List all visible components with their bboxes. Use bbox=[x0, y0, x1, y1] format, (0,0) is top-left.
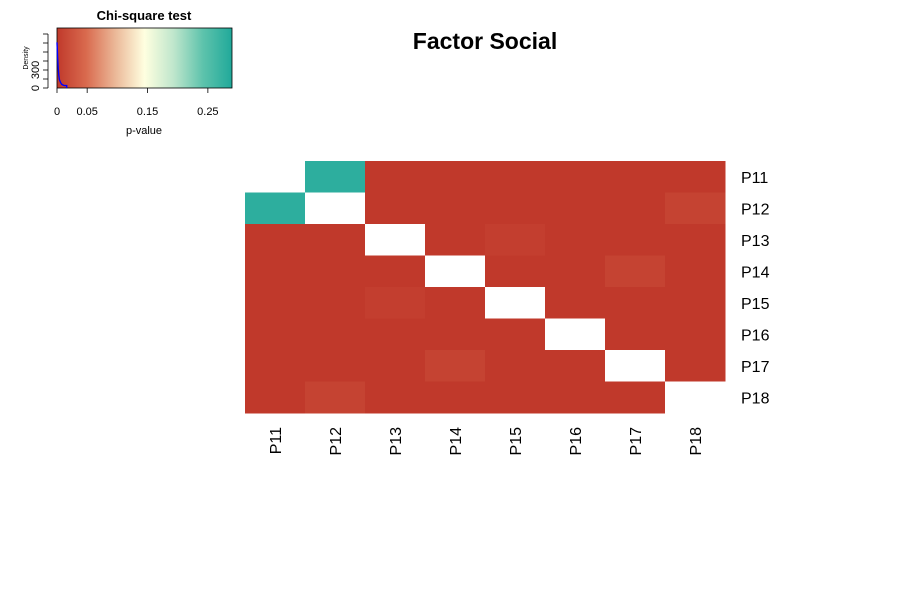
heatmap-cell-P16-P12 bbox=[305, 318, 366, 351]
heatmap bbox=[245, 161, 726, 414]
heatmap-cell-P15-P18 bbox=[665, 287, 726, 319]
heatmap-cell-P18-P18 bbox=[665, 381, 726, 414]
heatmap-cell-P18-P13 bbox=[365, 381, 426, 414]
heatmap-cell-P18-P16 bbox=[545, 381, 606, 414]
color-key-y-axis: 0 300 bbox=[30, 33, 49, 91]
column-label-P12: P12 bbox=[328, 427, 345, 456]
heatmap-cell-P18-P14 bbox=[425, 381, 486, 414]
color-key: Chi-square test 0 0.05 0.15 0.25 0 300 p-val… bbox=[23, 8, 233, 137]
x-tick-label: 0.15 bbox=[137, 106, 158, 118]
heatmap-cell-P14-P13 bbox=[365, 255, 426, 288]
row-label-P17: P17 bbox=[741, 359, 770, 376]
heatmap-cell-P15-P14 bbox=[425, 287, 486, 319]
heatmap-cell-P14-P17 bbox=[605, 255, 666, 288]
heatmap-cell-P15-P11 bbox=[245, 287, 306, 319]
heatmap-cell-P12-P17 bbox=[605, 192, 666, 225]
column-label-P16: P16 bbox=[568, 427, 585, 456]
color-key-title: Chi-square test bbox=[97, 8, 192, 23]
heatmap-cell-P16-P18 bbox=[665, 318, 726, 351]
column-label-P15: P15 bbox=[508, 427, 525, 456]
heatmap-cell-P14-P15 bbox=[485, 255, 546, 288]
row-label-P18: P18 bbox=[741, 390, 770, 407]
heatmap-cell-P12-P12 bbox=[305, 192, 366, 225]
heatmap-cell-P13-P16 bbox=[545, 224, 606, 256]
chart-title: Factor Social bbox=[413, 28, 557, 54]
heatmap-cell-P15-P13 bbox=[365, 287, 426, 319]
heatmap-cell-P17-P11 bbox=[245, 350, 306, 382]
heatmap-cell-P17-P14 bbox=[425, 350, 486, 382]
heatmap-cell-P11-P18 bbox=[665, 161, 726, 193]
row-labels: P11 P12 P13 P14 P15 P16 P17 P18 bbox=[741, 170, 770, 408]
row-label-P13: P13 bbox=[741, 233, 770, 250]
column-label-P14: P14 bbox=[448, 427, 465, 456]
color-key-x-axis: 0 0.05 0.15 0.25 bbox=[54, 88, 219, 118]
heatmap-cell-P11-P13 bbox=[365, 161, 426, 193]
heatmap-cell-P15-P15 bbox=[485, 287, 546, 319]
color-key-y-label: Density bbox=[23, 46, 30, 70]
row-label-P16: P16 bbox=[741, 327, 770, 344]
x-tick-label: 0.05 bbox=[76, 106, 97, 118]
heatmap-cell-P12-P16 bbox=[545, 192, 606, 225]
heatmap-cell-P12-P14 bbox=[425, 192, 486, 225]
heatmap-cell-P13-P18 bbox=[665, 224, 726, 256]
heatmap-cell-P16-P17 bbox=[605, 318, 666, 351]
x-tick-label: 0.25 bbox=[197, 106, 218, 118]
heatmap-cell-P14-P18 bbox=[665, 255, 726, 288]
y-tick-label: 0 bbox=[30, 85, 42, 91]
heatmap-cell-P13-P14 bbox=[425, 224, 486, 256]
heatmap-cell-P18-P12 bbox=[305, 381, 366, 414]
heatmap-cell-P14-P16 bbox=[545, 255, 606, 288]
heatmap-cell-P15-P17 bbox=[605, 287, 666, 319]
heatmap-cell-P11-P14 bbox=[425, 161, 486, 193]
heatmap-cell-P13-P15 bbox=[485, 224, 546, 256]
heatmap-cell-P16-P14 bbox=[425, 318, 486, 351]
heatmap-cell-P18-P15 bbox=[485, 381, 546, 414]
row-label-P14: P14 bbox=[741, 264, 770, 281]
column-label-P11: P11 bbox=[268, 427, 285, 454]
heatmap-cell-P17-P16 bbox=[545, 350, 606, 382]
x-tick-label: 0 bbox=[54, 106, 60, 118]
heatmap-cell-P13-P17 bbox=[605, 224, 666, 256]
heatmap-cell-P12-P13 bbox=[365, 192, 426, 225]
heatmap-cell-P13-P13 bbox=[365, 224, 426, 256]
heatmap-cell-P18-P17 bbox=[605, 381, 666, 414]
heatmap-cell-P16-P11 bbox=[245, 318, 306, 351]
heatmap-cell-P11-P17 bbox=[605, 161, 666, 193]
heatmap-cell-P17-P18 bbox=[665, 350, 726, 382]
heatmap-cell-P15-P16 bbox=[545, 287, 606, 319]
heatmap-cell-P13-P12 bbox=[305, 224, 366, 256]
heatmap-cell-P18-P11 bbox=[245, 381, 306, 414]
heatmap-cell-P14-P11 bbox=[245, 255, 306, 288]
heatmap-cell-P11-P15 bbox=[485, 161, 546, 193]
heatmap-cell-P16-P16 bbox=[545, 318, 606, 351]
column-label-P13: P13 bbox=[388, 427, 405, 456]
heatmap-cell-P14-P12 bbox=[305, 255, 366, 288]
color-key-gradient-bar bbox=[56, 27, 233, 89]
heatmap-cell-P17-P15 bbox=[485, 350, 546, 382]
row-label-P11: P11 bbox=[741, 170, 768, 187]
y-tick-label: 300 bbox=[30, 61, 42, 79]
heatmap-cell-P12-P18 bbox=[665, 192, 726, 225]
heatmap-cell-P11-P12 bbox=[305, 161, 366, 193]
column-labels: P11 P12 P13 P14 P15 P16 P17 P18 bbox=[268, 427, 705, 456]
heatmap-cell-P16-P15 bbox=[485, 318, 546, 351]
heatmap-cell-P11-P11 bbox=[245, 161, 306, 193]
heatmap-cell-P12-P11 bbox=[245, 192, 306, 225]
column-label-P17: P17 bbox=[628, 427, 645, 456]
row-label-P12: P12 bbox=[741, 201, 770, 218]
heatmap-cell-P16-P13 bbox=[365, 318, 426, 351]
heatmap-cell-P11-P16 bbox=[545, 161, 606, 193]
density-line bbox=[56, 42, 68, 88]
heatmap-cell-P13-P11 bbox=[245, 224, 306, 256]
row-label-P15: P15 bbox=[741, 296, 770, 313]
heatmap-cell-P12-P15 bbox=[485, 192, 546, 225]
heatmap-cell-P17-P13 bbox=[365, 350, 426, 382]
color-key-x-label: p-value bbox=[126, 125, 162, 137]
heatmap-cell-P17-P17 bbox=[605, 350, 666, 382]
heatmap-cell-P15-P12 bbox=[305, 287, 366, 319]
heatmap-cell-P14-P14 bbox=[425, 255, 486, 288]
column-label-P18: P18 bbox=[688, 427, 705, 456]
heatmap-cell-P17-P12 bbox=[305, 350, 366, 382]
